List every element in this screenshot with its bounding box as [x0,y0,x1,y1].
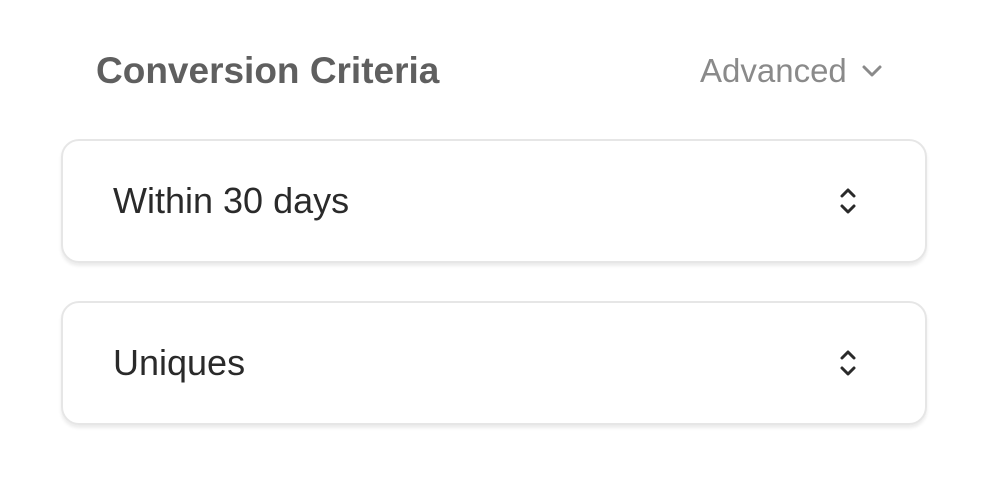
advanced-toggle[interactable]: Advanced [700,52,883,90]
select-value: Within 30 days [113,180,350,221]
time-window-select[interactable]: Within 30 days [61,139,927,263]
section-title: Conversion Criteria [96,50,440,91]
up-down-chevron-icon [840,188,856,214]
select-value: Uniques [113,342,246,383]
chevron-down-icon [862,65,882,77]
advanced-label: Advanced [700,52,847,89]
count-type-select[interactable]: Uniques [61,301,927,425]
up-down-chevron-icon [840,350,856,376]
